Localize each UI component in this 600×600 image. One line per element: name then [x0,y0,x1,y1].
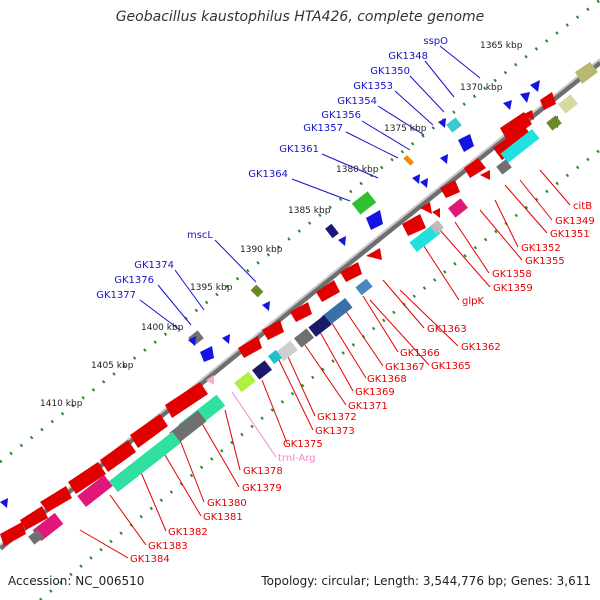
label-gk1352: GK1352 [521,243,561,254]
label-citb: citB [573,201,592,212]
scale-arc-outer [0,0,600,464]
label-gk1350: GK1350 [370,66,410,77]
label-gk1369: GK1369 [355,387,395,398]
label-gk1359: GK1359 [493,283,533,294]
lower-leader-lines [79,169,571,559]
accession-label: Accession: NC_006510 [8,574,145,588]
label-trni-arg: trnI-Arg [278,453,316,464]
label-gk1372: GK1372 [317,412,357,423]
upper-gene-labels: sspO GK1348 GK1350 GK1353 GK1354 GK1356 … [96,36,448,301]
label-gk1362: GK1362 [461,342,501,353]
tick-1375: 1375 kbp [384,124,427,134]
label-gk1368: GK1368 [367,374,407,385]
scale-ticks: 1365 kbp 1370 kbp 1375 kbp 1380 kbp 1385… [40,41,523,409]
label-gk1367: GK1367 [385,362,425,373]
label-gk1354: GK1354 [337,96,377,107]
tick-1365: 1365 kbp [480,41,523,51]
tick-1410: 1410 kbp [40,399,83,409]
label-gk1380: GK1380 [207,498,247,509]
label-gk1357: GK1357 [303,123,343,134]
label-gk1371: GK1371 [348,401,388,412]
map-title: Geobacillus kaustophilus HTA426, complet… [115,9,485,25]
trna-leader-line [231,391,277,458]
tick-1395: 1395 kbp [190,283,233,293]
label-gk1353: GK1353 [353,81,393,92]
label-gk1375: GK1375 [283,439,323,450]
label-gk1348: GK1348 [388,51,428,62]
label-gk1358: GK1358 [492,269,532,280]
tick-1370: 1370 kbp [460,83,503,93]
lower-gene-labels: citB GK1349 GK1351 GK1352 GK1355 GK1358 … [130,201,595,565]
label-gk1383: GK1383 [148,541,188,552]
upper-leader-lines [139,45,481,331]
label-gk1376: GK1376 [114,275,154,286]
label-gk1378: GK1378 [243,466,283,477]
label-gk1351: GK1351 [550,229,590,240]
label-gk1373: GK1373 [315,426,355,437]
label-gk1381: GK1381 [203,512,243,523]
label-glpk: glpK [462,296,484,307]
label-sspo: sspO [423,36,448,47]
tick-1400: 1400 kbp [141,323,184,333]
label-gk1349: GK1349 [555,216,595,227]
label-mscl: mscL [187,230,213,241]
reverse-features [0,62,598,546]
tick-1390: 1390 kbp [240,245,283,255]
tick-1380: 1380 kbp [336,165,379,175]
tick-1405: 1405 kbp [91,361,134,371]
label-gk1366: GK1366 [400,348,440,359]
label-gk1363: GK1363 [427,324,467,335]
label-gk1377: GK1377 [96,290,136,301]
label-gk1364: GK1364 [248,169,288,180]
tick-1385: 1385 kbp [288,206,331,216]
label-gk1374: GK1374 [134,260,174,271]
label-gk1355: GK1355 [525,256,565,267]
label-gk1361: GK1361 [279,144,319,155]
scale-arc-inner [39,148,600,600]
forward-features [0,80,540,508]
label-gk1379: GK1379 [242,483,282,494]
label-gk1382: GK1382 [168,527,208,538]
label-gk1384: GK1384 [130,554,170,565]
label-gk1365: GK1365 [431,361,471,372]
genome-summary: Topology: circular; Length: 3,544,776 bp… [261,574,591,588]
label-gk1356: GK1356 [321,110,361,121]
